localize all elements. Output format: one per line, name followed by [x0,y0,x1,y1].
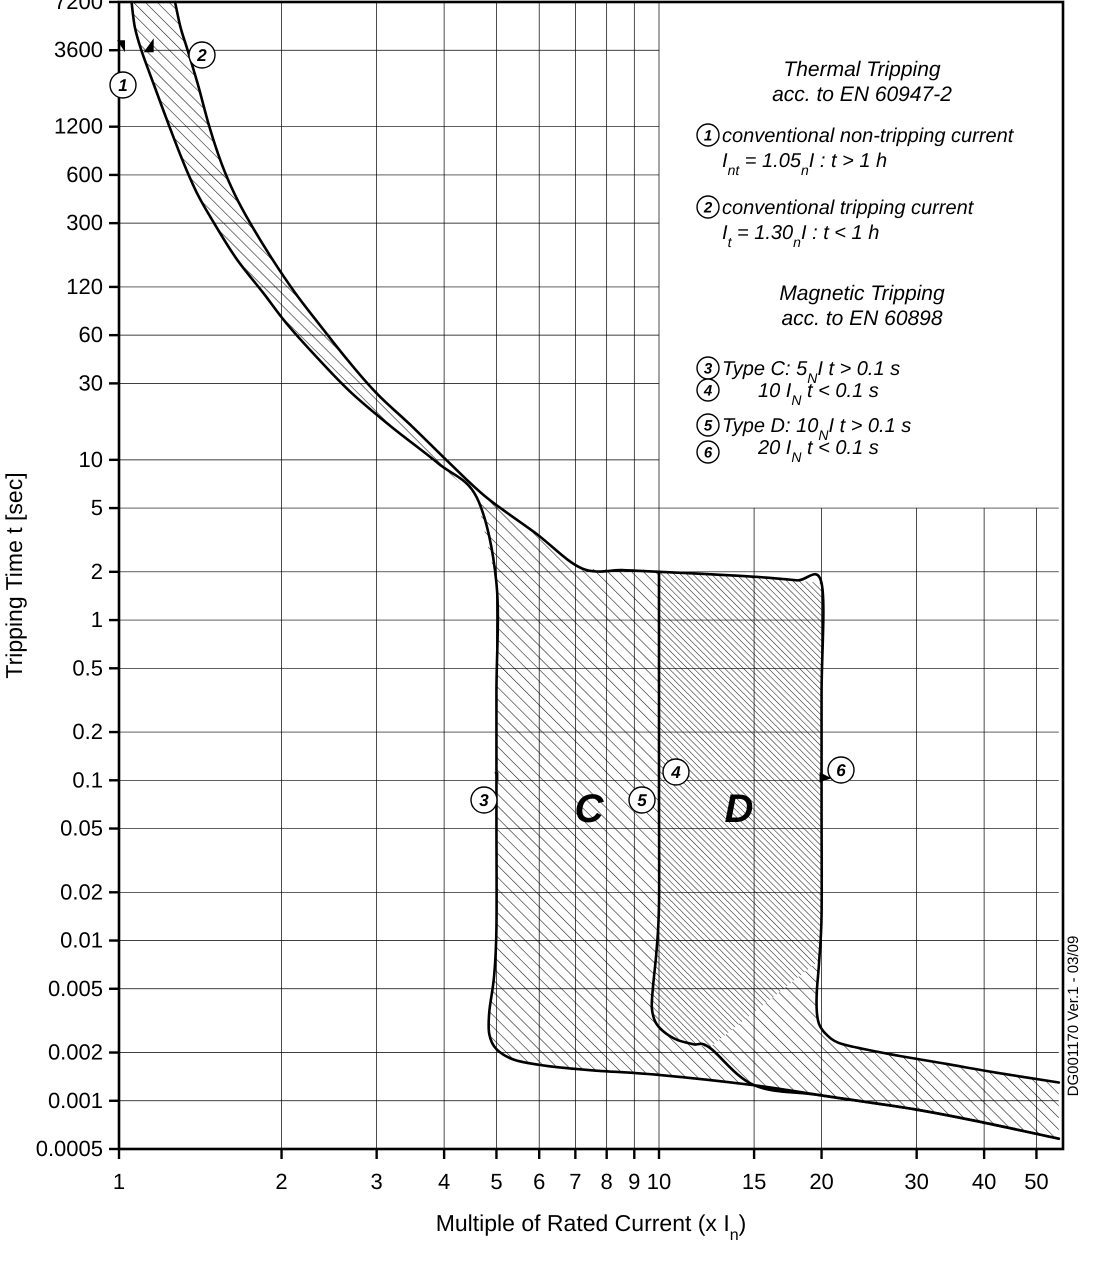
svg-text:5: 5 [490,1169,502,1194]
svg-text:300: 300 [66,210,103,235]
svg-text:acc. to EN 60898: acc. to EN 60898 [781,307,942,330]
svg-text:2: 2 [91,559,103,584]
svg-text:0.001: 0.001 [48,1088,103,1113]
svg-text:4: 4 [703,382,713,399]
svg-text:3: 3 [371,1169,383,1194]
svg-text:9: 9 [628,1169,640,1194]
svg-text:acc. to EN 60947-2: acc. to EN 60947-2 [772,83,952,106]
svg-text:conventional tripping current: conventional tripping current [722,197,975,219]
svg-text:3: 3 [479,791,489,810]
svg-text:120: 120 [66,274,103,299]
svg-text:1: 1 [91,607,103,632]
svg-text:8: 8 [601,1169,613,1194]
svg-text:1200: 1200 [54,114,103,139]
svg-text:Tripping Time t [sec]: Tripping Time t [sec] [1,472,27,678]
svg-text:6: 6 [704,444,713,461]
svg-text:10: 10 [647,1169,671,1194]
svg-text:0.0005: 0.0005 [36,1136,103,1161]
svg-text:4: 4 [438,1169,450,1194]
svg-text:5: 5 [91,495,103,520]
svg-text:600: 600 [66,162,103,187]
svg-text:0.2: 0.2 [72,719,103,744]
svg-text:2: 2 [703,199,713,216]
svg-text:1: 1 [704,127,712,144]
svg-text:0.002: 0.002 [48,1040,103,1065]
svg-text:0.05: 0.05 [60,816,103,841]
svg-text:Magnetic Tripping: Magnetic Tripping [779,282,945,305]
svg-text:0.01: 0.01 [60,928,103,953]
svg-text:conventional non-tripping curr: conventional non-tripping current [722,125,1015,147]
svg-text:0.1: 0.1 [72,767,103,792]
svg-text:40: 40 [972,1169,996,1194]
svg-text:0.005: 0.005 [48,976,103,1001]
svg-text:30: 30 [904,1169,928,1194]
svg-text:D: D [725,787,754,831]
svg-text:3600: 3600 [54,37,103,62]
svg-text:5: 5 [637,791,647,810]
svg-text:2: 2 [196,46,207,65]
svg-text:4: 4 [670,763,681,782]
svg-text:6: 6 [533,1169,545,1194]
svg-text:2: 2 [275,1169,287,1194]
svg-text:10: 10 [79,447,103,472]
svg-text:30: 30 [79,370,103,395]
svg-text:7200: 7200 [54,0,103,14]
svg-text:C: C [575,787,605,831]
svg-text:50: 50 [1024,1169,1048,1194]
svg-text:3: 3 [704,360,713,377]
svg-text:Thermal Tripping: Thermal Tripping [783,58,940,81]
svg-text:7: 7 [569,1169,581,1194]
svg-text:DG001170 Ver.1 - 03/09: DG001170 Ver.1 - 03/09 [1065,936,1082,1097]
svg-text:15: 15 [742,1169,766,1194]
svg-text:5: 5 [704,417,713,434]
svg-text:60: 60 [79,322,103,347]
svg-text:0.02: 0.02 [60,879,103,904]
svg-text:0.5: 0.5 [72,655,103,680]
svg-text:1: 1 [118,76,127,95]
svg-text:6: 6 [836,761,846,780]
svg-text:20: 20 [809,1169,833,1194]
svg-text:1: 1 [113,1169,125,1194]
